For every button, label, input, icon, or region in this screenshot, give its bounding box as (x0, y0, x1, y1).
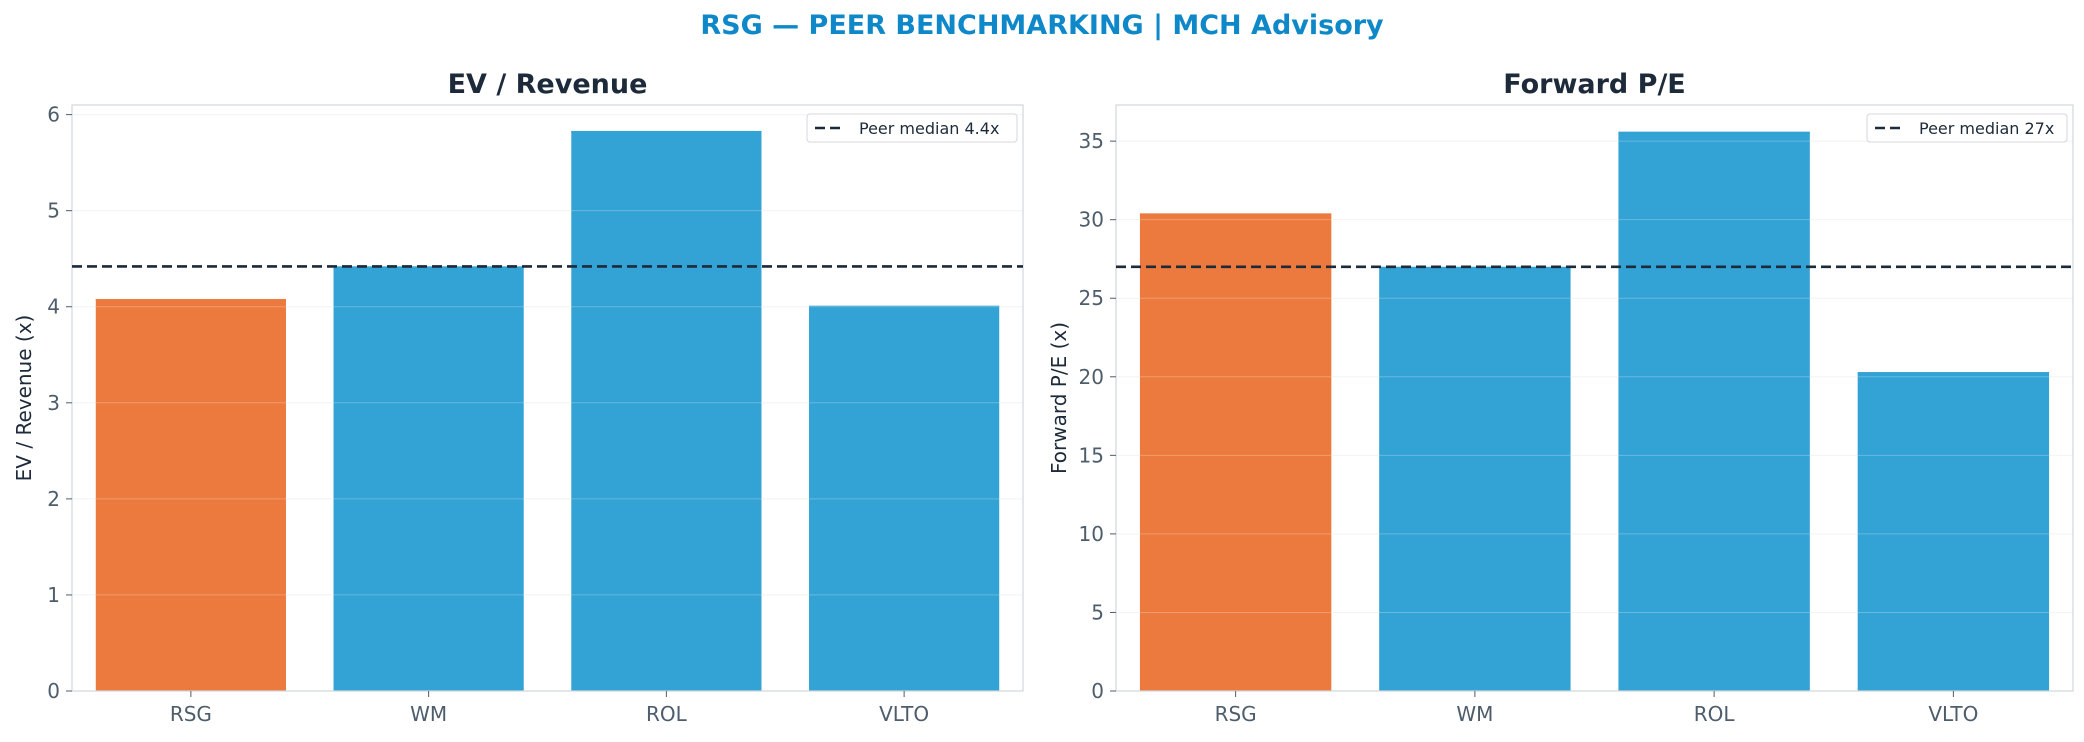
y-tick-label: 5 (1091, 600, 1104, 624)
plot-frame (71, 104, 1024, 692)
y-tick-label: 0 (1091, 679, 1104, 703)
plot-frame (1115, 104, 2074, 692)
legend-label: Peer median 27x (1919, 119, 2054, 138)
bar-rsg (95, 299, 286, 691)
bar-rol (571, 130, 762, 692)
bar-rol (1618, 131, 1810, 692)
bar-rsg (1139, 213, 1332, 691)
bar-wm (1379, 266, 1571, 691)
chart-panel-2: Forward P/E 0 5 10 15 20 25 30 35 RSG WM ROL VLTO For… (1047, 69, 2074, 726)
y-tick-label: 35 (1079, 129, 1104, 153)
y-tick-label: 5 (47, 199, 60, 223)
x-tick-label: ROL (646, 702, 688, 726)
bar-vlto (1857, 372, 2050, 691)
chart-panels: EV / Revenue 0 1 2 3 4 5 6 RSG WM ROL VLTO EV / Reve… (12, 69, 2074, 726)
y-tick-label: 30 (1079, 208, 1104, 232)
x-tick-label: RSG (170, 702, 212, 726)
legend: Peer median 27x (1866, 113, 2068, 143)
x-tick-label: ROL (1694, 702, 1736, 726)
y-tick-label: 1 (47, 583, 60, 607)
legend-box (806, 113, 1018, 143)
figure-title: RSG — PEER BENCHMARKING | MCH Advisory (700, 10, 1384, 41)
y-tick-label: 0 (47, 679, 60, 703)
y-tick-label: 10 (1079, 522, 1104, 546)
y-tick-label: 15 (1079, 443, 1104, 467)
panel-title: Forward P/E (1503, 69, 1686, 100)
y-axis-label: Forward P/E (x) (1047, 322, 1071, 474)
panel-title: EV / Revenue (448, 69, 648, 100)
y-tick-label: 4 (47, 295, 60, 319)
x-tick-label: WM (1456, 702, 1493, 726)
x-tick-label: WM (410, 702, 447, 726)
y-axis-label: EV / Revenue (x) (12, 315, 36, 482)
chart-panel-1: EV / Revenue 0 1 2 3 4 5 6 RSG WM ROL VLTO EV / Reve… (12, 69, 1024, 726)
y-tick-label: 3 (47, 391, 60, 415)
legend-label: Peer median 4.4x (859, 119, 999, 138)
bar-wm (333, 266, 524, 691)
y-tick-label: 25 (1079, 286, 1104, 310)
legend-box (1866, 113, 2068, 143)
y-tick-label: 20 (1079, 365, 1104, 389)
y-tick-label: 6 (47, 103, 60, 127)
x-tick-label: RSG (1215, 702, 1257, 726)
x-tick-label: VLTO (1928, 702, 1978, 726)
y-tick-label: 2 (47, 487, 60, 511)
x-tick-label: VLTO (879, 702, 929, 726)
bar-vlto (809, 305, 1000, 691)
legend: Peer median 4.4x (806, 113, 1018, 143)
